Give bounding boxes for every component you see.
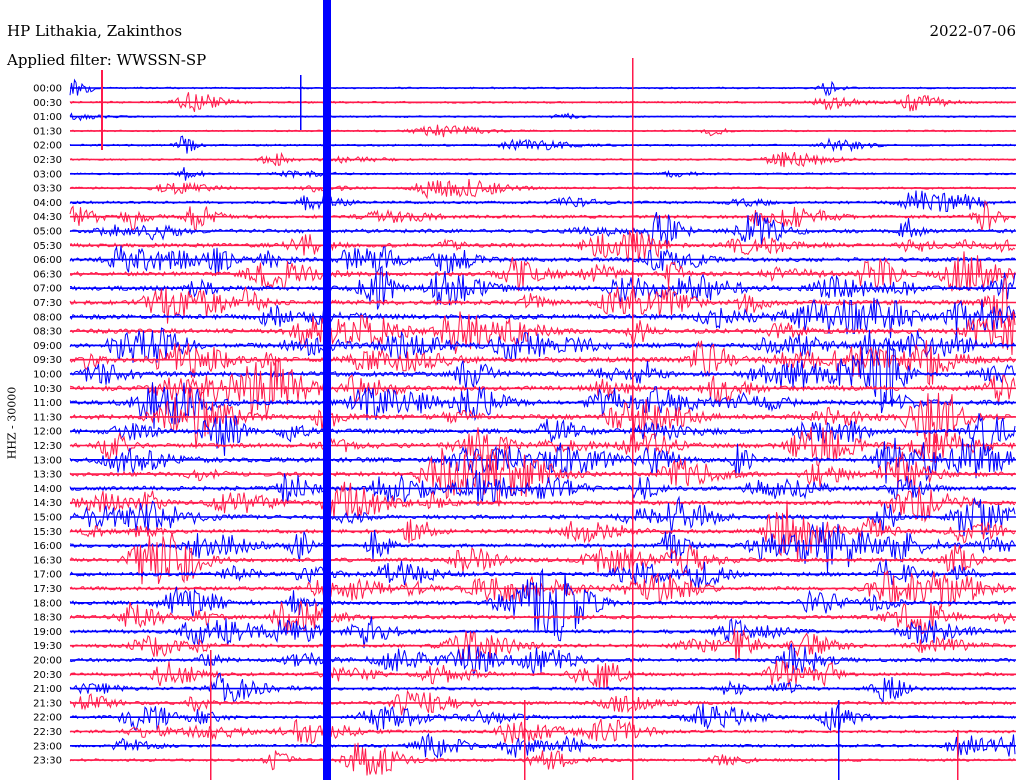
time-tick-label: 11:00 <box>33 398 62 409</box>
time-tick-label: 02:30 <box>33 155 62 166</box>
time-tick-label: 23:00 <box>33 741 62 752</box>
time-tick-label: 04:00 <box>33 198 62 209</box>
trace-line <box>69 659 1016 690</box>
transient-spike <box>323 0 331 780</box>
transient-spike <box>957 730 959 780</box>
time-tick-label: 22:30 <box>33 727 62 738</box>
time-tick-label: 16:00 <box>33 541 62 552</box>
time-tick-label: 12:30 <box>33 441 62 452</box>
transient-spike <box>101 70 103 150</box>
trace-line <box>69 251 1016 292</box>
time-tick-label: 06:30 <box>33 269 62 280</box>
transient-spike <box>838 700 840 780</box>
time-tick-label: 03:00 <box>33 169 62 180</box>
trace-line <box>69 643 1016 677</box>
time-tick-label: 12:00 <box>33 427 62 438</box>
time-tick-label: 19:30 <box>33 641 62 652</box>
time-tick-label: 08:30 <box>33 327 62 338</box>
time-tick-label: 14:00 <box>33 484 62 495</box>
trace-line <box>69 382 1016 429</box>
trace-line <box>69 442 1016 507</box>
trace-line <box>69 470 1016 506</box>
trace-line <box>69 689 1016 716</box>
transient-spike <box>300 75 302 130</box>
time-tick-label: 20:30 <box>33 670 62 681</box>
time-tick-labels: 00:00 00:30 01:00 01:30 02:00 02:30 03:00 03:30… <box>33 84 62 767</box>
time-tick-label: 18:30 <box>33 613 62 624</box>
time-tick-label: 09:00 <box>33 341 62 352</box>
time-tick-label: 13:30 <box>33 470 62 481</box>
time-tick-label: 04:30 <box>33 212 62 223</box>
time-tick-label: 02:00 <box>33 141 62 152</box>
time-tick-label: 03:30 <box>33 184 62 195</box>
trace-line <box>69 742 1016 776</box>
time-tick-label: 15:30 <box>33 527 62 538</box>
transient-spike <box>632 58 634 780</box>
time-tick-label: 06:00 <box>33 255 62 266</box>
trace-line <box>69 230 1016 263</box>
time-tick-label: 00:30 <box>33 98 62 109</box>
time-tick-label: 13:00 <box>33 455 62 466</box>
time-tick-label: 15:00 <box>33 513 62 524</box>
trace-line <box>69 245 1015 276</box>
time-tick-label: 11:30 <box>33 412 62 423</box>
time-tick-label: 17:30 <box>33 584 62 595</box>
transient-spike <box>210 650 212 780</box>
time-tick-label: 05:00 <box>33 227 62 238</box>
time-tick-label: 05:30 <box>33 241 62 252</box>
time-tick-label: 07:00 <box>33 284 62 295</box>
time-tick-label: 14:30 <box>33 498 62 509</box>
time-tick-label: 20:00 <box>33 656 62 667</box>
time-tick-label: 21:00 <box>33 684 62 695</box>
time-tick-label: 01:30 <box>33 126 62 137</box>
time-tick-label: 00:00 <box>33 84 62 95</box>
trace-group <box>69 0 1016 780</box>
time-tick-label: 08:00 <box>33 312 62 323</box>
time-tick-label: 01:00 <box>33 112 62 123</box>
time-tick-label: 19:00 <box>33 627 62 638</box>
trace-line <box>69 265 1016 310</box>
time-tick-label: 09:30 <box>33 355 62 366</box>
trace-line <box>69 310 1016 356</box>
transient-spike <box>524 700 526 780</box>
time-tick-label: 21:30 <box>33 698 62 709</box>
time-tick-label: 23:30 <box>33 756 62 767</box>
time-tick-label: 17:00 <box>33 570 62 581</box>
time-tick-label: 10:00 <box>33 370 62 381</box>
trace-line <box>69 567 1015 642</box>
trace-line <box>69 190 1016 213</box>
time-tick-label: 22:00 <box>33 713 62 724</box>
trace-line <box>69 718 1016 744</box>
time-tick-label: 10:30 <box>33 384 62 395</box>
time-tick-label: 16:30 <box>33 555 62 566</box>
time-tick-label: 07:30 <box>33 298 62 309</box>
record-date: 2022-07-06 <box>929 22 1016 40</box>
channel-axis-label: HHZ - 30000 <box>5 386 19 460</box>
trace-line <box>69 413 1016 456</box>
time-tick-label: 18:00 <box>33 598 62 609</box>
station-title: HP Lithakia, Zakinthos <box>7 22 183 40</box>
filter-label: Applied filter: WWSSN-SP <box>7 51 207 69</box>
